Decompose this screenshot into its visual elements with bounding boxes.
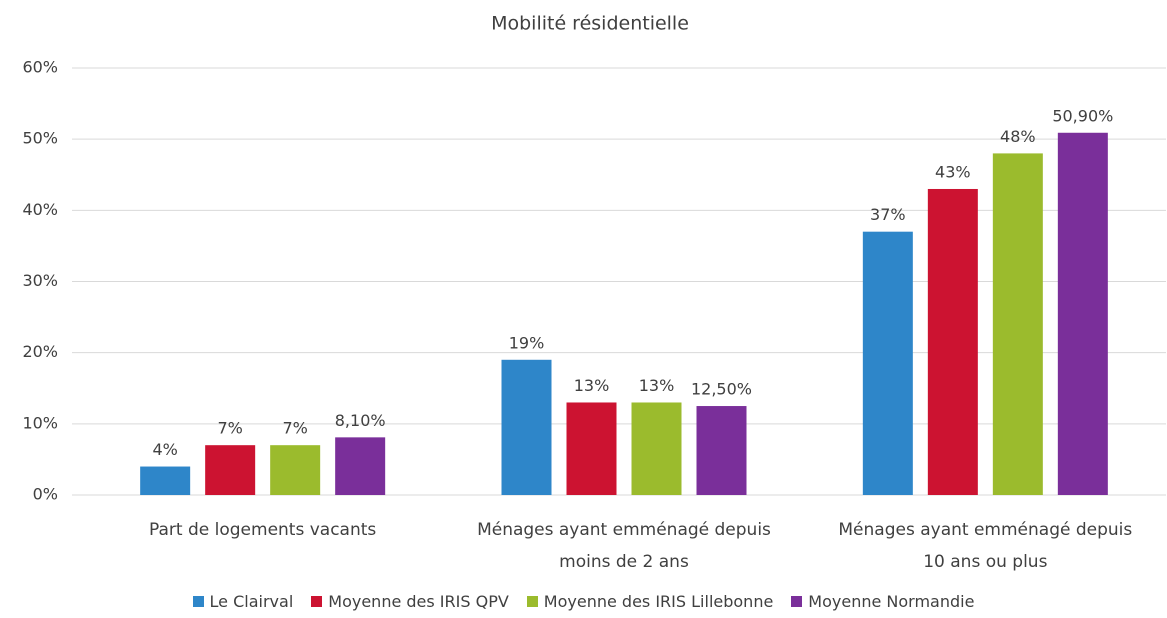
bar (501, 359, 552, 495)
y-tick-label: 60% (22, 58, 58, 77)
legend-label: Moyenne des IRIS Lillebonne (543, 592, 774, 611)
bar (696, 406, 747, 495)
legend-swatch (526, 596, 538, 607)
bar (270, 445, 321, 495)
data-label: 8,10% (335, 411, 386, 430)
data-label: 43% (935, 162, 971, 181)
data-label: 48% (1000, 127, 1036, 146)
bar (992, 153, 1043, 495)
legend-label: Moyenne Normandie (808, 592, 975, 611)
bar (335, 437, 386, 495)
data-label: 12,50% (691, 380, 752, 399)
data-label: 7% (282, 419, 307, 438)
x-tick-label: Ménages ayant emménagé depuis moins de 2… (477, 520, 771, 572)
data-label: 13% (574, 376, 610, 395)
bar (205, 445, 256, 495)
legend-label: Moyenne des IRIS QPV (328, 592, 509, 611)
legend-item: Moyenne des IRIS QPV (311, 592, 509, 611)
bar (862, 231, 913, 495)
chart-title: Mobilité résidentielle (491, 13, 689, 35)
plot: Mobilité résidentielle 0% 10% 20% 30% 40% 50%… (22, 13, 1166, 504)
bar (631, 402, 682, 495)
legend-item: Moyenne Normandie (791, 592, 974, 611)
legend-swatch (311, 596, 323, 607)
data-label: 50,90% (1052, 106, 1113, 125)
bar (140, 466, 191, 495)
x-tick-label: Ménages ayant emménagé depuis 10 ans ou … (838, 520, 1133, 572)
y-tick-label: 0% (33, 485, 58, 504)
data-label: 13% (639, 376, 675, 395)
bar (566, 402, 617, 495)
x-tick-label: Part de logements vacants (149, 520, 377, 540)
y-tick-label: 10% (22, 413, 58, 432)
data-label: 19% (509, 333, 545, 352)
legend: Le Clairval Moyenne des IRIS QPV Moyenne d… (0, 592, 1167, 611)
legend-label: Le Clairval (209, 592, 294, 611)
y-tick-label: 30% (22, 271, 58, 290)
y-tick-label: 40% (22, 200, 58, 219)
data-label: 4% (152, 440, 177, 459)
bar (1057, 132, 1108, 496)
legend-item: Moyenne des IRIS Lillebonne (526, 592, 774, 611)
legend-swatch (791, 596, 803, 607)
data-label: 7% (217, 419, 242, 438)
legend-swatch (192, 596, 204, 607)
y-tick-label: 20% (22, 342, 58, 361)
data-label: 37% (870, 205, 906, 224)
y-tick-label: 50% (22, 129, 58, 148)
bar (927, 188, 978, 495)
legend-item: Le Clairval (192, 592, 294, 611)
